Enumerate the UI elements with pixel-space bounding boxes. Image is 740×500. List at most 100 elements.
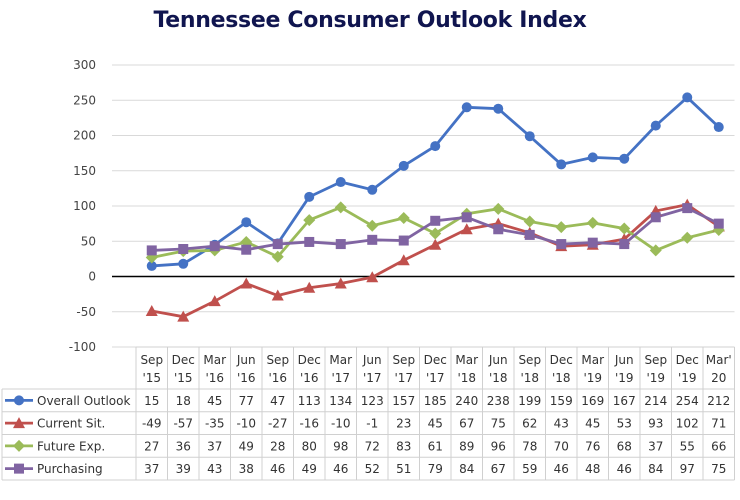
chart-title: Tennessee Consumer Outlook Index	[153, 8, 587, 33]
table-cell: 97	[680, 462, 695, 476]
data-point	[398, 160, 409, 171]
legend-label: Current Sit.	[37, 417, 105, 431]
table-cell: 78	[522, 439, 537, 453]
table-cell: 46	[333, 462, 348, 476]
x-tick-label: Sep	[518, 353, 541, 367]
data-point	[334, 277, 347, 289]
y-tick-label: -50	[76, 305, 96, 319]
table-cell: 53	[617, 417, 632, 431]
x-tick-label-year: '18	[552, 371, 571, 385]
data-point	[713, 218, 724, 229]
table-cell: 43	[554, 417, 569, 431]
table-cell: 47	[270, 394, 285, 408]
table-cell: 214	[644, 394, 667, 408]
data-point	[649, 244, 662, 257]
x-tick-label-year: '17	[363, 371, 382, 385]
x-tick-label-year: '15	[142, 371, 161, 385]
data-point	[334, 201, 347, 214]
data-point	[335, 177, 346, 188]
x-tick-label: Mar	[329, 353, 352, 367]
data-point	[241, 217, 252, 228]
data-point	[619, 239, 630, 250]
x-tick-label: Dec	[172, 353, 195, 367]
data-point	[682, 92, 693, 103]
table-cell: 37	[207, 439, 222, 453]
table-cell: 49	[239, 439, 254, 453]
legend-label: Future Exp.	[37, 439, 105, 453]
table-cell: 89	[459, 439, 474, 453]
x-tick-label-year: '19	[646, 371, 665, 385]
y-tick-label: 50	[81, 234, 96, 248]
table-cell: 77	[239, 394, 254, 408]
table-cell: 62	[522, 417, 537, 431]
table-cell: 71	[711, 417, 726, 431]
table-cell: 46	[270, 462, 285, 476]
table-cell: -49	[142, 417, 162, 431]
data-point	[650, 212, 661, 223]
y-axis: 300 250 200 150 100 50 0 -50 -100	[69, 58, 96, 354]
y-tick-label: 300	[73, 58, 96, 72]
table-cell: 51	[396, 462, 411, 476]
table-cell: 84	[648, 462, 663, 476]
table-cell: 169	[581, 394, 604, 408]
x-tick-label: Jun	[236, 353, 256, 367]
table-cell: 37	[648, 439, 663, 453]
data-point	[335, 239, 346, 250]
data-point	[241, 244, 252, 255]
data-point	[240, 277, 253, 289]
table-cell: -57	[173, 417, 193, 431]
table-cell: 27	[144, 439, 159, 453]
series-markers	[145, 92, 725, 322]
data-point	[145, 305, 158, 317]
table-cell: 68	[617, 439, 632, 453]
x-tick-label: Sep	[644, 353, 667, 367]
data-point	[429, 227, 442, 240]
table-cell: 102	[676, 417, 699, 431]
table-cell: -10	[331, 417, 351, 431]
x-tick-label-year: '17	[394, 371, 413, 385]
y-tick-label: 150	[73, 164, 96, 178]
data-point	[367, 234, 378, 245]
legend-label: Overall Outlook	[37, 394, 130, 408]
y-tick-label: 100	[73, 199, 96, 213]
data-point	[177, 310, 190, 322]
table-cell: 38	[239, 462, 254, 476]
data-point	[397, 211, 410, 224]
data-point	[146, 245, 157, 256]
table-cell: 52	[365, 462, 380, 476]
data-point	[713, 122, 724, 133]
table-cell: 240	[455, 394, 478, 408]
data-point	[460, 223, 473, 235]
data-point	[271, 289, 284, 301]
table-cell: 72	[365, 439, 380, 453]
y-tick-label: 200	[73, 129, 96, 143]
table-cell: 39	[176, 462, 191, 476]
data-point	[303, 214, 316, 227]
data-point	[461, 212, 472, 223]
data-point	[650, 120, 661, 131]
data-point	[619, 153, 630, 164]
x-tick-label: Mar	[203, 353, 226, 367]
table-cell: 43	[207, 462, 222, 476]
data-point	[523, 215, 536, 228]
table-cell: 80	[302, 439, 317, 453]
data-point	[178, 244, 189, 255]
table-cell: 134	[329, 394, 352, 408]
x-tick-label: Jun	[362, 353, 382, 367]
table-cell: 49	[302, 462, 317, 476]
table-cell: 75	[711, 462, 726, 476]
data-point	[397, 254, 410, 266]
table-cell: 238	[487, 394, 510, 408]
data-point	[587, 152, 598, 163]
table-cell: 159	[550, 394, 573, 408]
data-point	[586, 216, 599, 229]
data-point	[681, 231, 694, 244]
table-cell: 45	[585, 417, 600, 431]
x-tick-label-year: '16	[205, 371, 224, 385]
data-point	[430, 215, 441, 226]
x-tick-label-year: '19	[583, 371, 602, 385]
table-cell: -1	[366, 417, 378, 431]
data-point	[209, 241, 220, 252]
data-point	[556, 239, 567, 250]
